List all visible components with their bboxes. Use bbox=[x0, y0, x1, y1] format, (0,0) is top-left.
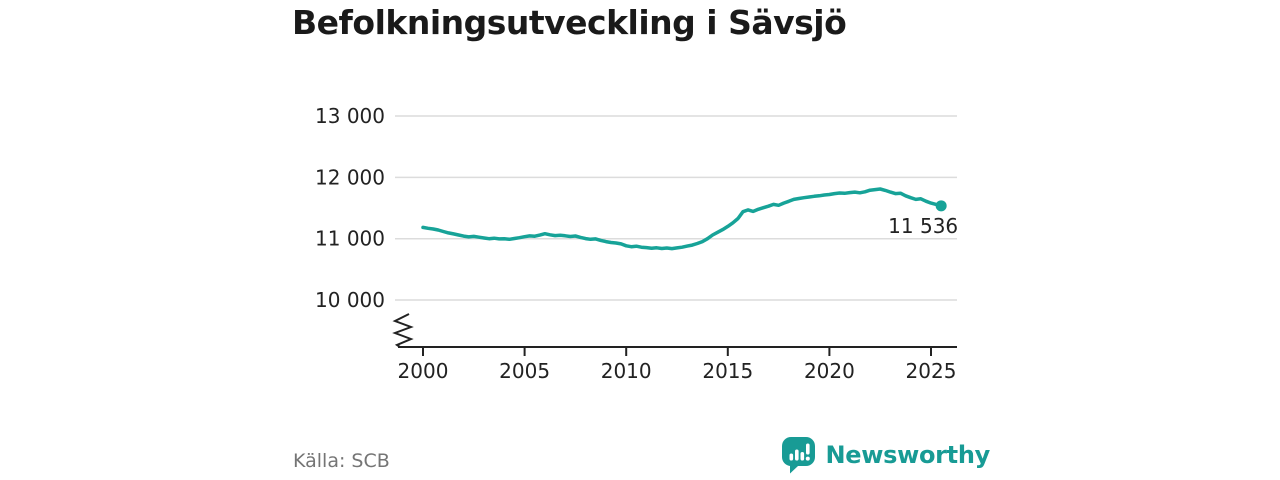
newsworthy-wordmark: Newsworthy bbox=[825, 440, 990, 469]
x-tick-label: 2020 bbox=[804, 359, 855, 383]
y-tick-label: 13 000 bbox=[315, 104, 385, 128]
x-tick-label: 2015 bbox=[702, 359, 753, 383]
chart-container: Befolkningsutveckling i Sävsjö 13 000 12 … bbox=[290, 0, 990, 480]
chart-title: Befolkningsutveckling i Sävsjö bbox=[292, 3, 847, 42]
y-axis-labels: 13 000 12 000 11 000 10 000 bbox=[315, 104, 385, 312]
axis-break-zigzag bbox=[392, 313, 414, 348]
x-tick-label: 2005 bbox=[499, 359, 550, 383]
source-note: Källa: SCB bbox=[293, 450, 390, 472]
x-tick-label: 2010 bbox=[601, 359, 652, 383]
x-axis-ticks bbox=[422, 347, 932, 356]
y-tick-label: 10 000 bbox=[315, 288, 385, 312]
x-axis: 2000 2005 2010 2015 2020 2025 bbox=[392, 313, 957, 383]
population-line-chart: 13 000 12 000 11 000 10 000 2000 2005 2010 201… bbox=[315, 104, 958, 383]
x-tick-label: 2000 bbox=[398, 359, 449, 383]
population-data-line bbox=[421, 187, 943, 251]
x-tick-label: 2025 bbox=[906, 359, 957, 383]
end-point-marker bbox=[935, 200, 947, 212]
newsworthy-bubble-chart-icon bbox=[782, 437, 816, 474]
y-tick-label: 12 000 bbox=[315, 165, 385, 189]
y-tick-label: 11 000 bbox=[315, 227, 385, 251]
x-axis-labels: 2000 2005 2010 2015 2020 2025 bbox=[398, 359, 957, 383]
newsworthy-logo[interactable]: Newsworthy bbox=[780, 435, 990, 474]
gridlines bbox=[395, 115, 957, 301]
end-value-label: 11 536 bbox=[888, 214, 958, 238]
